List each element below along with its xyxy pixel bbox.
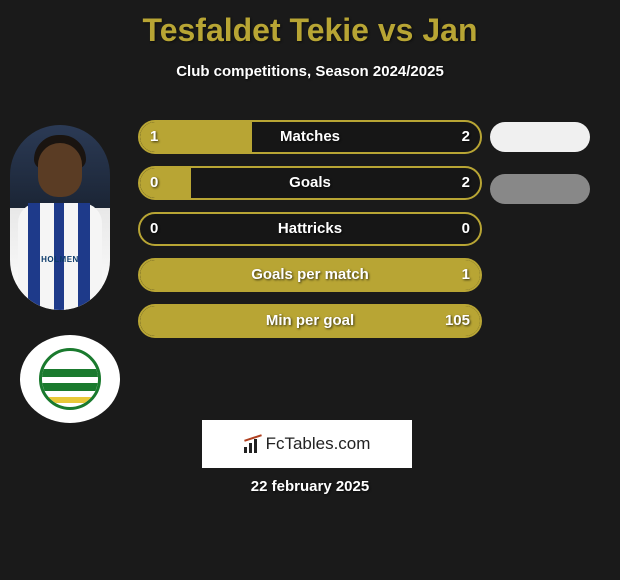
stat-row-hattricks: 0 Hattricks 0 [138, 212, 482, 246]
stat-label: Hattricks [140, 220, 480, 237]
stat-right-value: 2 [462, 128, 470, 145]
stat-row-mpg: Min per goal 105 [138, 304, 482, 338]
stat-row-goals: 0 Goals 2 [138, 166, 482, 200]
stat-label: Goals per match [140, 266, 480, 283]
watermark: FcTables.com [202, 420, 412, 468]
chart-icon [244, 435, 262, 453]
stat-right-value: 1 [462, 266, 470, 283]
page-subtitle: Club competitions, Season 2024/2025 [0, 63, 620, 80]
stat-right-value: 0 [462, 220, 470, 237]
stats-bars: 1 Matches 2 0 Goals 2 0 Hattricks 0 Goal… [138, 120, 482, 350]
player-photo-right-slot-1 [490, 122, 590, 152]
stat-row-matches: 1 Matches 2 [138, 120, 482, 154]
stat-label: Matches [140, 128, 480, 145]
jersey-sponsor: HOLMEN [10, 255, 110, 264]
shield-icon [39, 348, 101, 410]
stat-label: Min per goal [140, 312, 480, 329]
stat-label: Goals [140, 174, 480, 191]
page-title: Tesfaldet Tekie vs Jan [0, 0, 620, 49]
comparison-date: 22 february 2025 [0, 478, 620, 495]
player-photo-right-slot-2 [490, 174, 590, 204]
stat-right-value: 105 [445, 312, 470, 329]
stat-row-gpm: Goals per match 1 [138, 258, 482, 292]
club-badge-left [20, 335, 120, 423]
stat-right-value: 2 [462, 174, 470, 191]
watermark-text: FcTables.com [266, 434, 371, 454]
player-photo-left: HOLMEN [10, 125, 110, 310]
